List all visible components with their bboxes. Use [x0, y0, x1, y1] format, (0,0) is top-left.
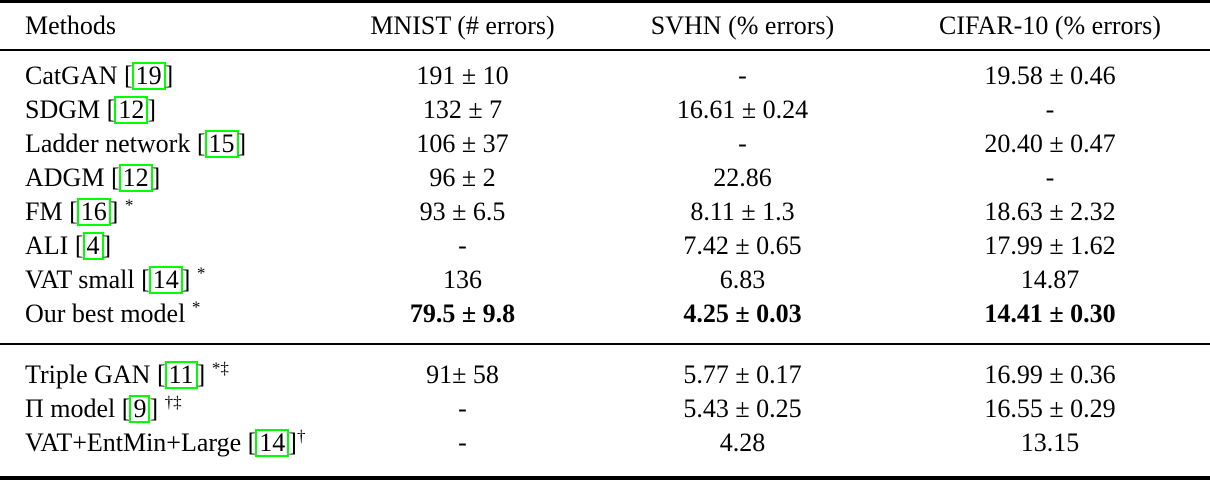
method-name: FM — [25, 197, 63, 226]
value-cell: 91± 58 — [426, 360, 499, 389]
table-header-row: Methods MNIST (# errors) SVHN (% errors)… — [0, 1, 1210, 51]
value-cell: - — [458, 428, 467, 457]
column-header-cifar10: CIFAR-10 (% errors) — [890, 1, 1210, 51]
footnote-marker: * — [196, 263, 206, 283]
table-row: SDGM [12] 132 ± 7 16.61 ± 0.24 - — [0, 93, 1210, 127]
method-cell: VAT small [14] * — [25, 263, 206, 294]
method-name: Our best model — [25, 299, 186, 328]
citation-link[interactable]: 12 — [118, 164, 153, 192]
column-header-mnist: MNIST (# errors) — [330, 1, 595, 51]
value-cell: 132 ± 7 — [422, 95, 503, 124]
value-cell: - — [738, 61, 747, 90]
citation-link[interactable]: 16 — [76, 198, 111, 226]
citation-link[interactable]: 4 — [82, 232, 104, 260]
value-cell: 6.83 — [719, 265, 766, 294]
method-name: VAT+EntMin+Large — [25, 428, 242, 457]
value-cell: 16.61 ± 0.24 — [676, 95, 809, 124]
method-cell: ALI [4] — [25, 231, 112, 260]
value-cell: 17.99 ± 1.62 — [984, 231, 1116, 260]
value-cell: - — [458, 231, 467, 260]
value-cell: 7.42 ± 0.65 — [683, 231, 802, 260]
citation-link[interactable]: 12 — [114, 96, 149, 124]
value-cell: 79.5 ± 9.8 — [409, 299, 516, 328]
value-cell: 96 ± 2 — [429, 163, 496, 192]
value-cell: 13.15 — [1020, 428, 1080, 457]
method-name: ALI — [25, 231, 69, 260]
table-row: VAT small [14] * 136 6.83 14.87 — [0, 263, 1210, 297]
value-cell: 14.87 — [1020, 265, 1080, 294]
table-row: CatGAN [19] 191 ± 10 - 19.58 ± 0.46 — [0, 50, 1210, 93]
table-row: ALI [4] - 7.42 ± 0.65 17.99 ± 1.62 — [0, 229, 1210, 263]
citation-link[interactable]: 14 — [255, 429, 290, 457]
footnote-marker: * — [191, 297, 201, 317]
citation-link[interactable]: 14 — [148, 266, 183, 294]
table-section-footnoted: Triple GAN [11] *‡ 91± 58 5.77 ± 0.17 16.99… — [0, 344, 1210, 478]
footnote-marker: † — [296, 426, 306, 446]
value-cell: 19.58 ± 0.46 — [984, 61, 1116, 90]
table-row: Triple GAN [11] *‡ 91± 58 5.77 ± 0.17 16.99… — [0, 344, 1210, 392]
method-name: Π model — [25, 394, 116, 423]
value-cell: 8.11 ± 1.3 — [690, 197, 795, 226]
method-cell: SDGM [12] — [25, 95, 156, 124]
method-name: CatGAN — [25, 61, 118, 90]
value-cell: 20.40 ± 0.47 — [984, 129, 1116, 158]
method-cell: Our best model * — [0, 297, 330, 344]
method-cell: CatGAN [19] — [25, 61, 174, 90]
table-row: Π model [9] †‡ - 5.43 ± 0.25 16.55 ± 0.29 — [0, 392, 1210, 426]
citation-link[interactable]: 9 — [129, 395, 151, 423]
value-cell: 16.99 ± 0.36 — [984, 360, 1116, 389]
citation-link[interactable]: 19 — [131, 62, 166, 90]
value-cell: - — [738, 129, 747, 158]
column-header-methods: Methods — [0, 1, 330, 51]
method-name: Ladder network — [25, 129, 191, 158]
method-name: Triple GAN — [25, 360, 151, 389]
column-header-svhn: SVHN (% errors) — [595, 1, 890, 51]
table-row: FM [16] * 93 ± 6.5 8.11 ± 1.3 18.63 ± 2.32 — [0, 195, 1210, 229]
value-cell: 4.25 ± 0.03 — [683, 299, 802, 328]
value-cell: - — [1045, 163, 1055, 192]
method-name: ADGM — [25, 163, 105, 192]
value-cell: - — [458, 394, 467, 423]
value-cell: 22.86 — [713, 163, 772, 192]
method-cell: ADGM [12] — [25, 163, 161, 192]
value-cell: 16.55 ± 0.29 — [984, 394, 1116, 423]
citation-link[interactable]: 15 — [204, 130, 239, 158]
footnote-marker: * — [124, 195, 134, 215]
footnote-marker: †‡ — [164, 392, 182, 412]
table-row: Our best model * 79.5 ± 9.8 4.25 ± 0.03 14.… — [0, 297, 1210, 344]
method-name: SDGM — [25, 95, 101, 124]
value-cell: 93 ± 6.5 — [419, 197, 506, 226]
footnote-marker: *‡ — [211, 358, 229, 378]
citation-link[interactable]: 11 — [164, 361, 198, 389]
value-cell: 5.43 ± 0.25 — [683, 394, 802, 423]
method-cell: FM [16] * — [25, 195, 134, 226]
value-cell: 191 ± 10 — [416, 61, 509, 90]
table-row: ADGM [12] 96 ± 2 22.86 - — [0, 161, 1210, 195]
table-row: Ladder network [15] 106 ± 37 - 20.40 ± 0.47 — [0, 127, 1210, 161]
table-row: VAT+EntMin+Large [14]† - 4.28 13.15 — [0, 426, 1210, 478]
method-cell: Π model [9] †‡ — [25, 392, 182, 423]
value-cell: 106 ± 37 — [416, 129, 509, 158]
value-cell: 18.63 ± 2.32 — [984, 197, 1116, 226]
table-section-main: CatGAN [19] 191 ± 10 - 19.58 ± 0.46 SDGM [12… — [0, 50, 1210, 344]
method-cell: Triple GAN [11] *‡ — [25, 358, 229, 389]
method-name: VAT small — [25, 265, 135, 294]
value-cell: 5.77 ± 0.17 — [683, 360, 802, 389]
value-cell: 14.41 ± 0.30 — [984, 299, 1116, 328]
method-cell: Ladder network [15] — [25, 129, 247, 158]
value-cell: 4.28 — [719, 428, 766, 457]
method-cell: VAT+EntMin+Large [14]† — [25, 426, 306, 457]
value-cell: - — [1045, 95, 1055, 124]
value-cell: 136 — [443, 265, 482, 294]
